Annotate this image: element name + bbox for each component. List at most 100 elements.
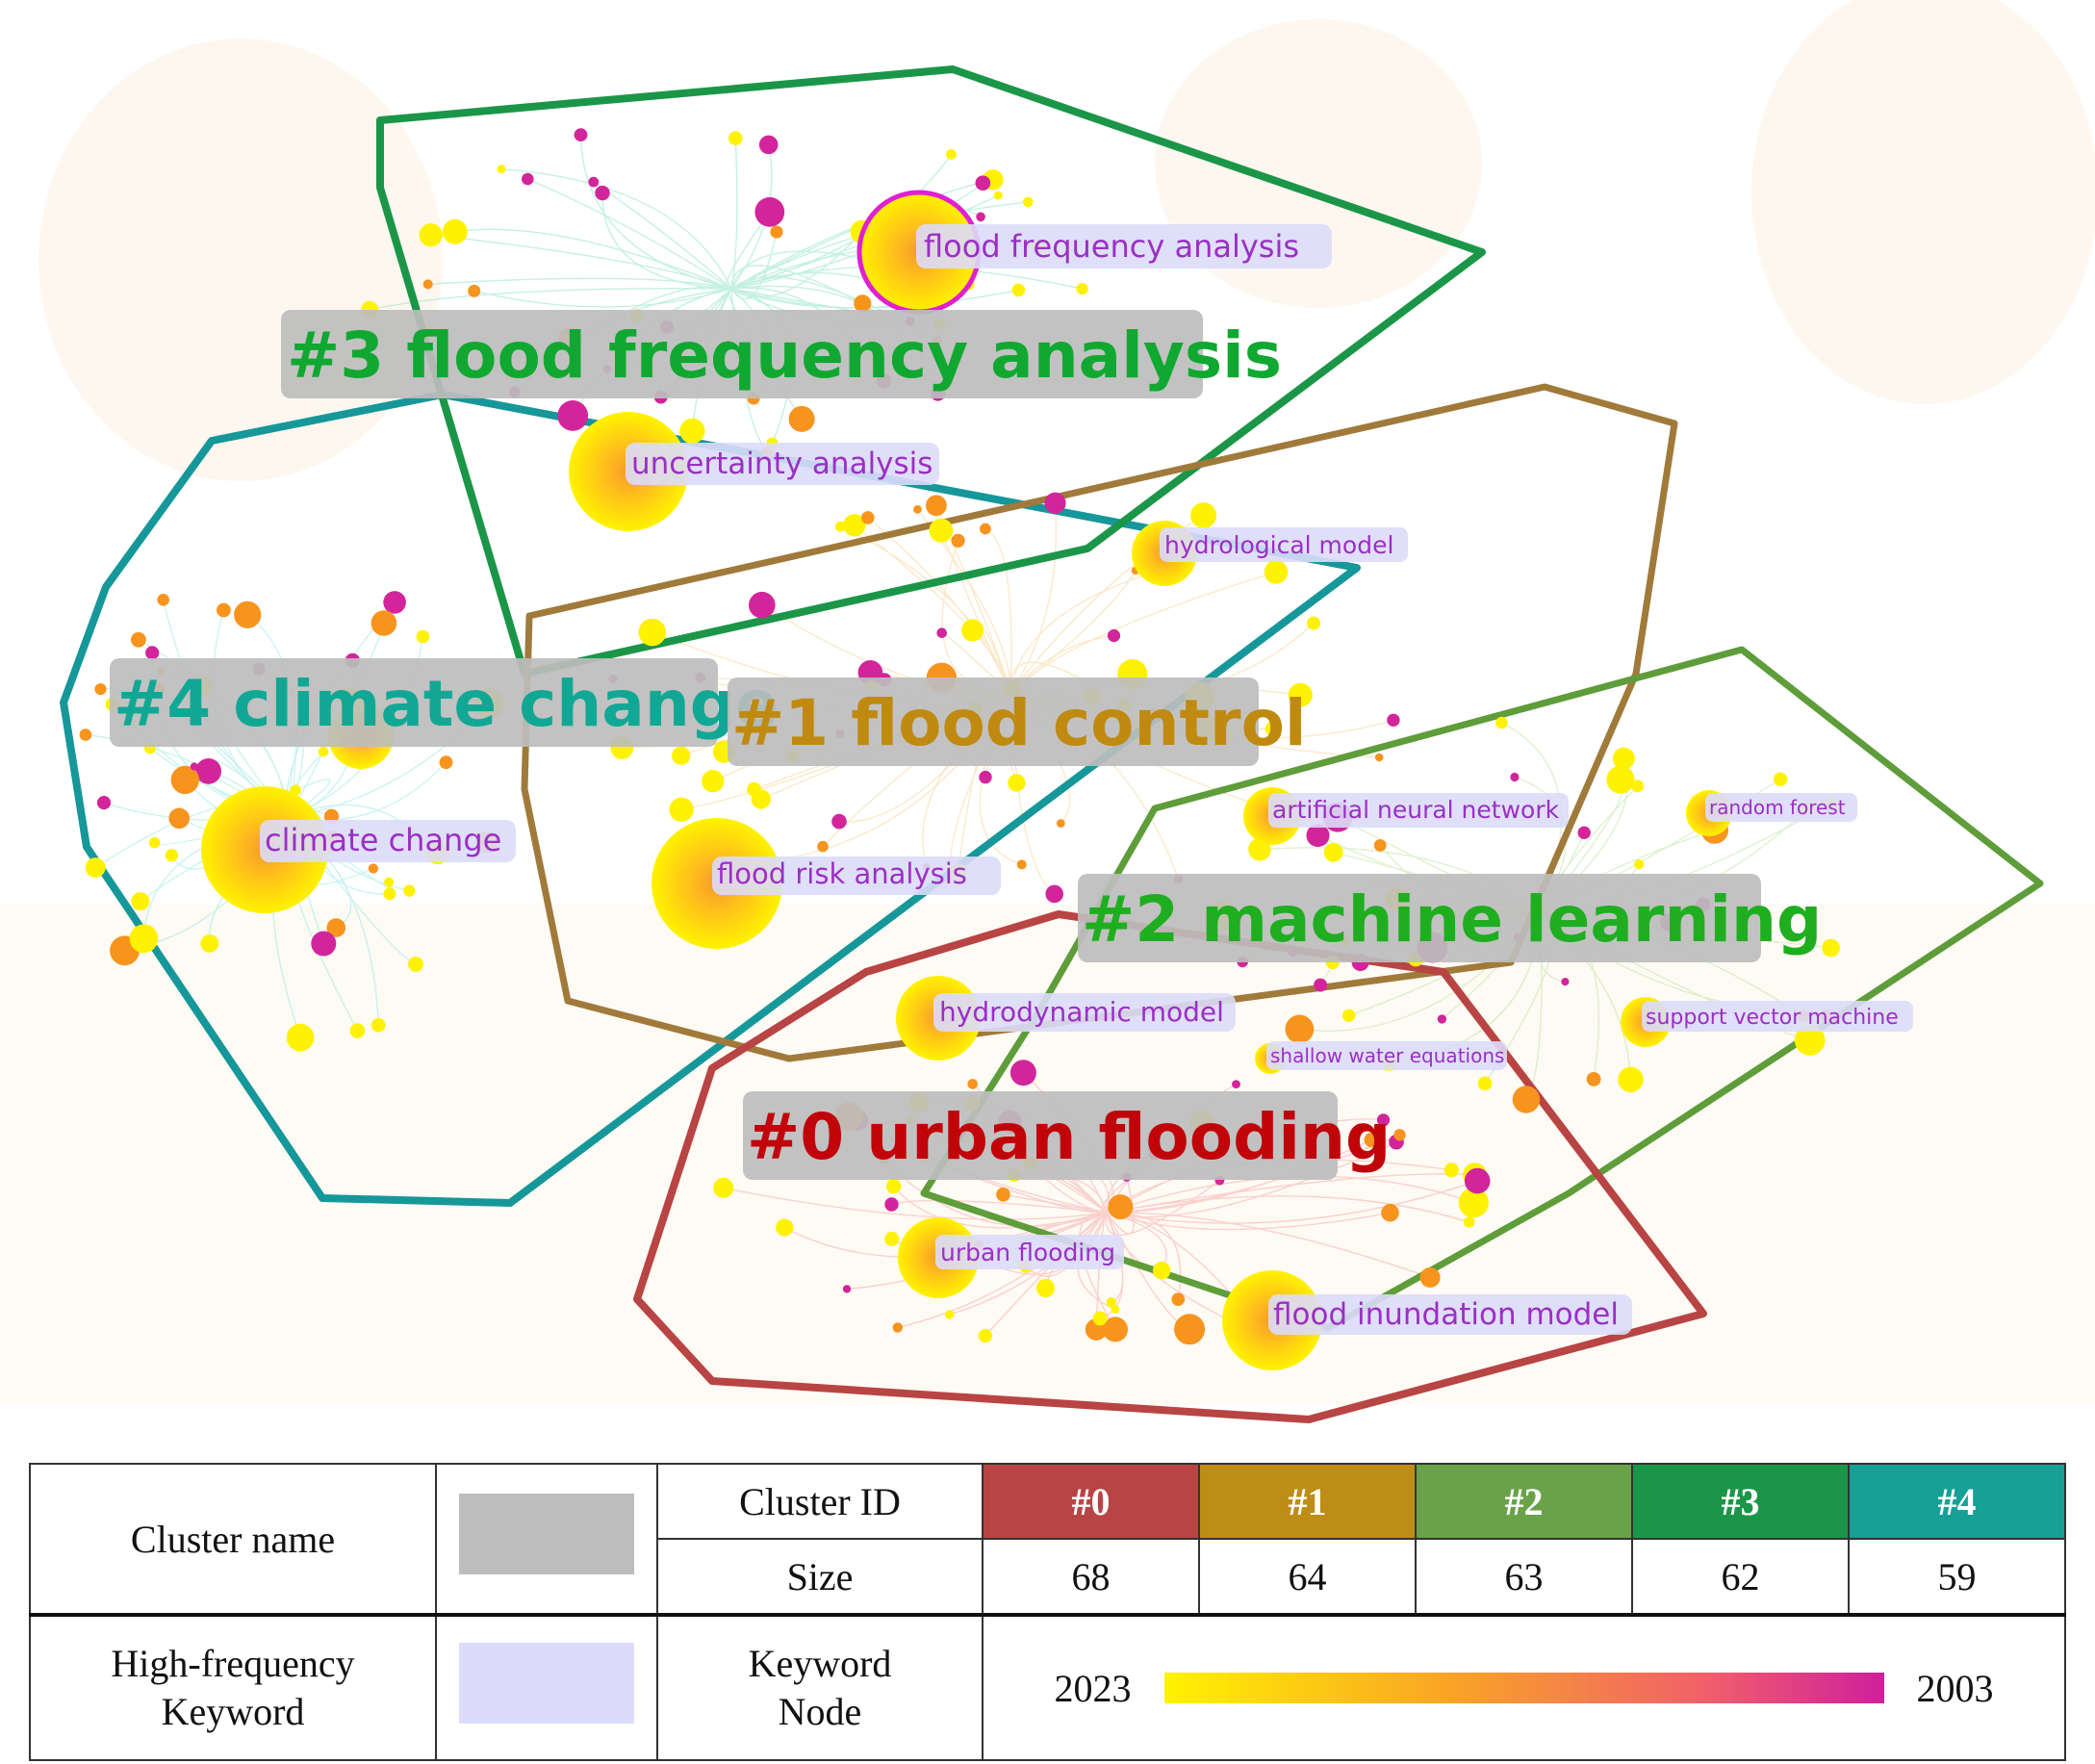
keyword-node <box>751 789 771 809</box>
keyword-node <box>669 797 694 822</box>
kw-support-vector-machine: support vector machine <box>1642 1001 1913 1032</box>
network-edge <box>893 1186 1108 1229</box>
svg-text:urban flooding: urban flooding <box>940 1239 1115 1266</box>
keyword-node <box>1419 1266 1441 1288</box>
keyword-node <box>1288 682 1313 707</box>
keyword-node <box>1106 1297 1116 1308</box>
keyword-node <box>234 601 262 628</box>
keyword-node <box>1393 1129 1406 1141</box>
keyword-node <box>946 149 957 160</box>
keyword-node <box>1103 1317 1128 1342</box>
keyword-node <box>944 1310 955 1319</box>
keyword-node <box>408 957 423 972</box>
keyword-node <box>1606 765 1635 794</box>
kw-shallow-water-equations: shallow water equations <box>1266 1041 1507 1070</box>
keyword-node <box>422 279 433 290</box>
keyword-node <box>442 218 468 244</box>
keyword-node <box>403 884 416 897</box>
keyword-node <box>1364 1132 1379 1148</box>
keyword-node <box>758 135 779 155</box>
keyword-node <box>165 849 179 862</box>
svg-text:random forest: random forest <box>1709 796 1846 819</box>
network-edge <box>730 288 1019 309</box>
network-edge <box>1009 570 1137 694</box>
keyword-node <box>713 1177 734 1198</box>
keyword-node <box>967 1079 978 1089</box>
keyword-node <box>835 521 846 532</box>
keyword-node <box>1171 1292 1186 1306</box>
cluster-labels: #3 flood frequency analysis #4 climate c… <box>110 310 1822 1180</box>
svg-text:#0 urban flooding: #0 urban flooding <box>747 1100 1391 1174</box>
keyword-node <box>1464 1167 1491 1194</box>
keyword-node <box>383 591 406 614</box>
keyword-node <box>884 1197 899 1212</box>
keyword-node <box>1794 1025 1826 1056</box>
keyword-node <box>468 284 481 297</box>
cluster-label-0: #0 urban flooding <box>743 1091 1391 1180</box>
keyword-node <box>679 418 705 444</box>
legend-size-4: 59 <box>1847 1538 2067 1616</box>
network-edge <box>730 250 883 290</box>
keyword-node <box>1056 819 1065 828</box>
keyword-node <box>157 594 169 606</box>
keyword-node <box>754 196 785 227</box>
keyword-node <box>286 1023 315 1052</box>
keyword-node <box>993 191 1003 200</box>
legend-size-label: Size <box>656 1538 984 1616</box>
keyword-node <box>1016 859 1027 870</box>
keyword-node <box>168 807 190 830</box>
keyword-node <box>886 1179 902 1194</box>
svg-text:flood inundation model: flood inundation model <box>1273 1297 1619 1332</box>
keyword-labels: flood frequency analysis uncertainty ana… <box>260 224 1913 1335</box>
keyword-node <box>1108 1194 1134 1220</box>
keyword-node <box>1631 780 1645 793</box>
network-edge <box>527 178 732 290</box>
keyword-node <box>842 1285 852 1293</box>
keyword-node <box>170 765 199 795</box>
keyword-node <box>557 400 589 431</box>
network-edge <box>1099 1212 1124 1319</box>
kw-hydrodynamic-model: hydrodynamic model <box>933 993 1236 1032</box>
svg-text:uncertainty analysis: uncertainty analysis <box>631 447 933 481</box>
year-start-label: 2023 <box>1054 1666 1132 1710</box>
legend-size-3: 62 <box>1630 1538 1850 1616</box>
keyword-node <box>311 931 337 957</box>
keyword-node <box>1437 1014 1447 1024</box>
cluster-label-4: #4 climate change <box>110 658 779 747</box>
keyword-node <box>145 646 160 660</box>
kw-random-forest: random forest <box>1705 793 1857 822</box>
keyword-node <box>1153 1262 1171 1280</box>
keyword-node <box>217 602 231 618</box>
network-edge <box>1106 1195 1469 1223</box>
keyword-node <box>1174 1314 1206 1345</box>
svg-text:support vector machine: support vector machine <box>1646 1006 1899 1030</box>
keyword-node <box>929 518 954 543</box>
legend-keyword-node-label: Keyword Node <box>656 1613 984 1761</box>
keyword-node <box>195 758 222 784</box>
keyword-node <box>574 128 588 142</box>
keyword-node <box>776 1218 794 1237</box>
keyword-node <box>1376 1113 1391 1127</box>
keyword-node <box>131 631 146 648</box>
network-edge <box>730 265 863 304</box>
year-gradient-bar <box>1163 1673 1884 1703</box>
keyword-node <box>1458 1188 1489 1218</box>
legend-cluster-id-2: #2 <box>1414 1463 1633 1540</box>
keyword-node <box>1011 283 1026 297</box>
network-edge <box>579 135 732 290</box>
keyword-node <box>522 172 534 186</box>
network-edge <box>1009 502 1058 694</box>
legend-cluster-name-swatch-cell <box>435 1463 658 1616</box>
network-edge <box>427 277 732 290</box>
keyword-node <box>951 533 965 548</box>
keyword-node <box>817 840 829 853</box>
svg-text:hydrological model: hydrological model <box>1164 531 1393 559</box>
keyword-node <box>1822 938 1840 958</box>
keyword-node <box>497 165 506 174</box>
network-edge <box>730 138 738 290</box>
legend-cluster-id-3: #3 <box>1630 1463 1850 1540</box>
cluster-network-graph: flood frequency analysis uncertainty ana… <box>0 0 2095 1423</box>
keyword-node <box>926 495 947 517</box>
keyword-node <box>1232 1080 1240 1088</box>
svg-text:flood risk analysis: flood risk analysis <box>717 857 967 890</box>
